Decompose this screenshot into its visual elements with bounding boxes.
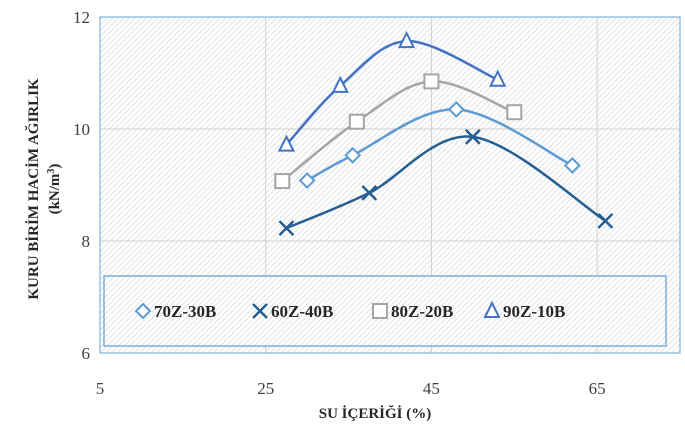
y-axis-title-line2: (kN/m3) [46, 164, 63, 215]
y-tick-label: 8 [82, 232, 91, 251]
data-point [597, 212, 614, 229]
x-tick-label: 45 [423, 379, 440, 398]
series-90Z-10B [277, 30, 507, 152]
data-point [298, 172, 316, 189]
series-70Z-30B [298, 100, 581, 189]
tick-labels: 6 8 10 12 5 25 45 65 [73, 8, 606, 398]
legend-label: 80Z-20B [391, 302, 453, 321]
x-tick-label: 65 [589, 379, 606, 398]
data-point [278, 220, 295, 237]
data-point [489, 69, 507, 87]
x-tick-label: 5 [96, 379, 105, 398]
data-point [447, 100, 465, 118]
series-60Z-40B [278, 128, 614, 237]
legend: 70Z-30B 60Z-40B 80Z-20B 90Z-10B [103, 275, 667, 347]
series-layer [274, 30, 614, 237]
series-line [281, 80, 515, 183]
data-point [563, 156, 581, 174]
x-tick-label: 25 [257, 379, 274, 398]
data-point [331, 75, 349, 93]
y-axis-title-line1: KURU BİRİM HACİM AĞIRLIK [25, 78, 42, 300]
legend-label: 70Z-30B [154, 302, 216, 321]
series-line [285, 39, 499, 146]
legend-item-60Z-40B: 60Z-40B [252, 302, 333, 321]
data-point [506, 104, 523, 121]
y-axis-title: KURU BİRİM HACİM AĞIRLIK (kN/m3) [25, 78, 63, 300]
data-point [397, 30, 416, 49]
data-point [464, 128, 481, 145]
series-line [285, 135, 607, 230]
data-point [274, 173, 291, 190]
data-point [344, 146, 362, 164]
x-axis-title: SU İÇERİĞİ (%) [319, 405, 432, 422]
legend-marker [372, 303, 388, 319]
y-tick-label: 6 [82, 344, 91, 363]
legend-label: 90Z-10B [503, 302, 565, 321]
series-80Z-20B [274, 73, 523, 190]
series-line [306, 108, 573, 182]
data-point [423, 73, 440, 90]
y-tick-label: 10 [73, 120, 90, 139]
data-point [348, 113, 365, 130]
data-point [277, 134, 296, 152]
legend-label: 60Z-40B [271, 302, 333, 321]
legend-marker [483, 300, 501, 318]
legend-marker [252, 303, 268, 319]
legend-item-70Z-30B: 70Z-30B [134, 302, 216, 321]
plot-border [99, 16, 681, 354]
legend-marker [134, 302, 152, 320]
legend-box [103, 275, 667, 347]
y-tick-label: 12 [73, 8, 90, 27]
legend-item-80Z-20B: 80Z-20B [372, 302, 453, 321]
legend-item-90Z-10B: 90Z-10B [483, 300, 565, 321]
data-point [361, 184, 378, 201]
